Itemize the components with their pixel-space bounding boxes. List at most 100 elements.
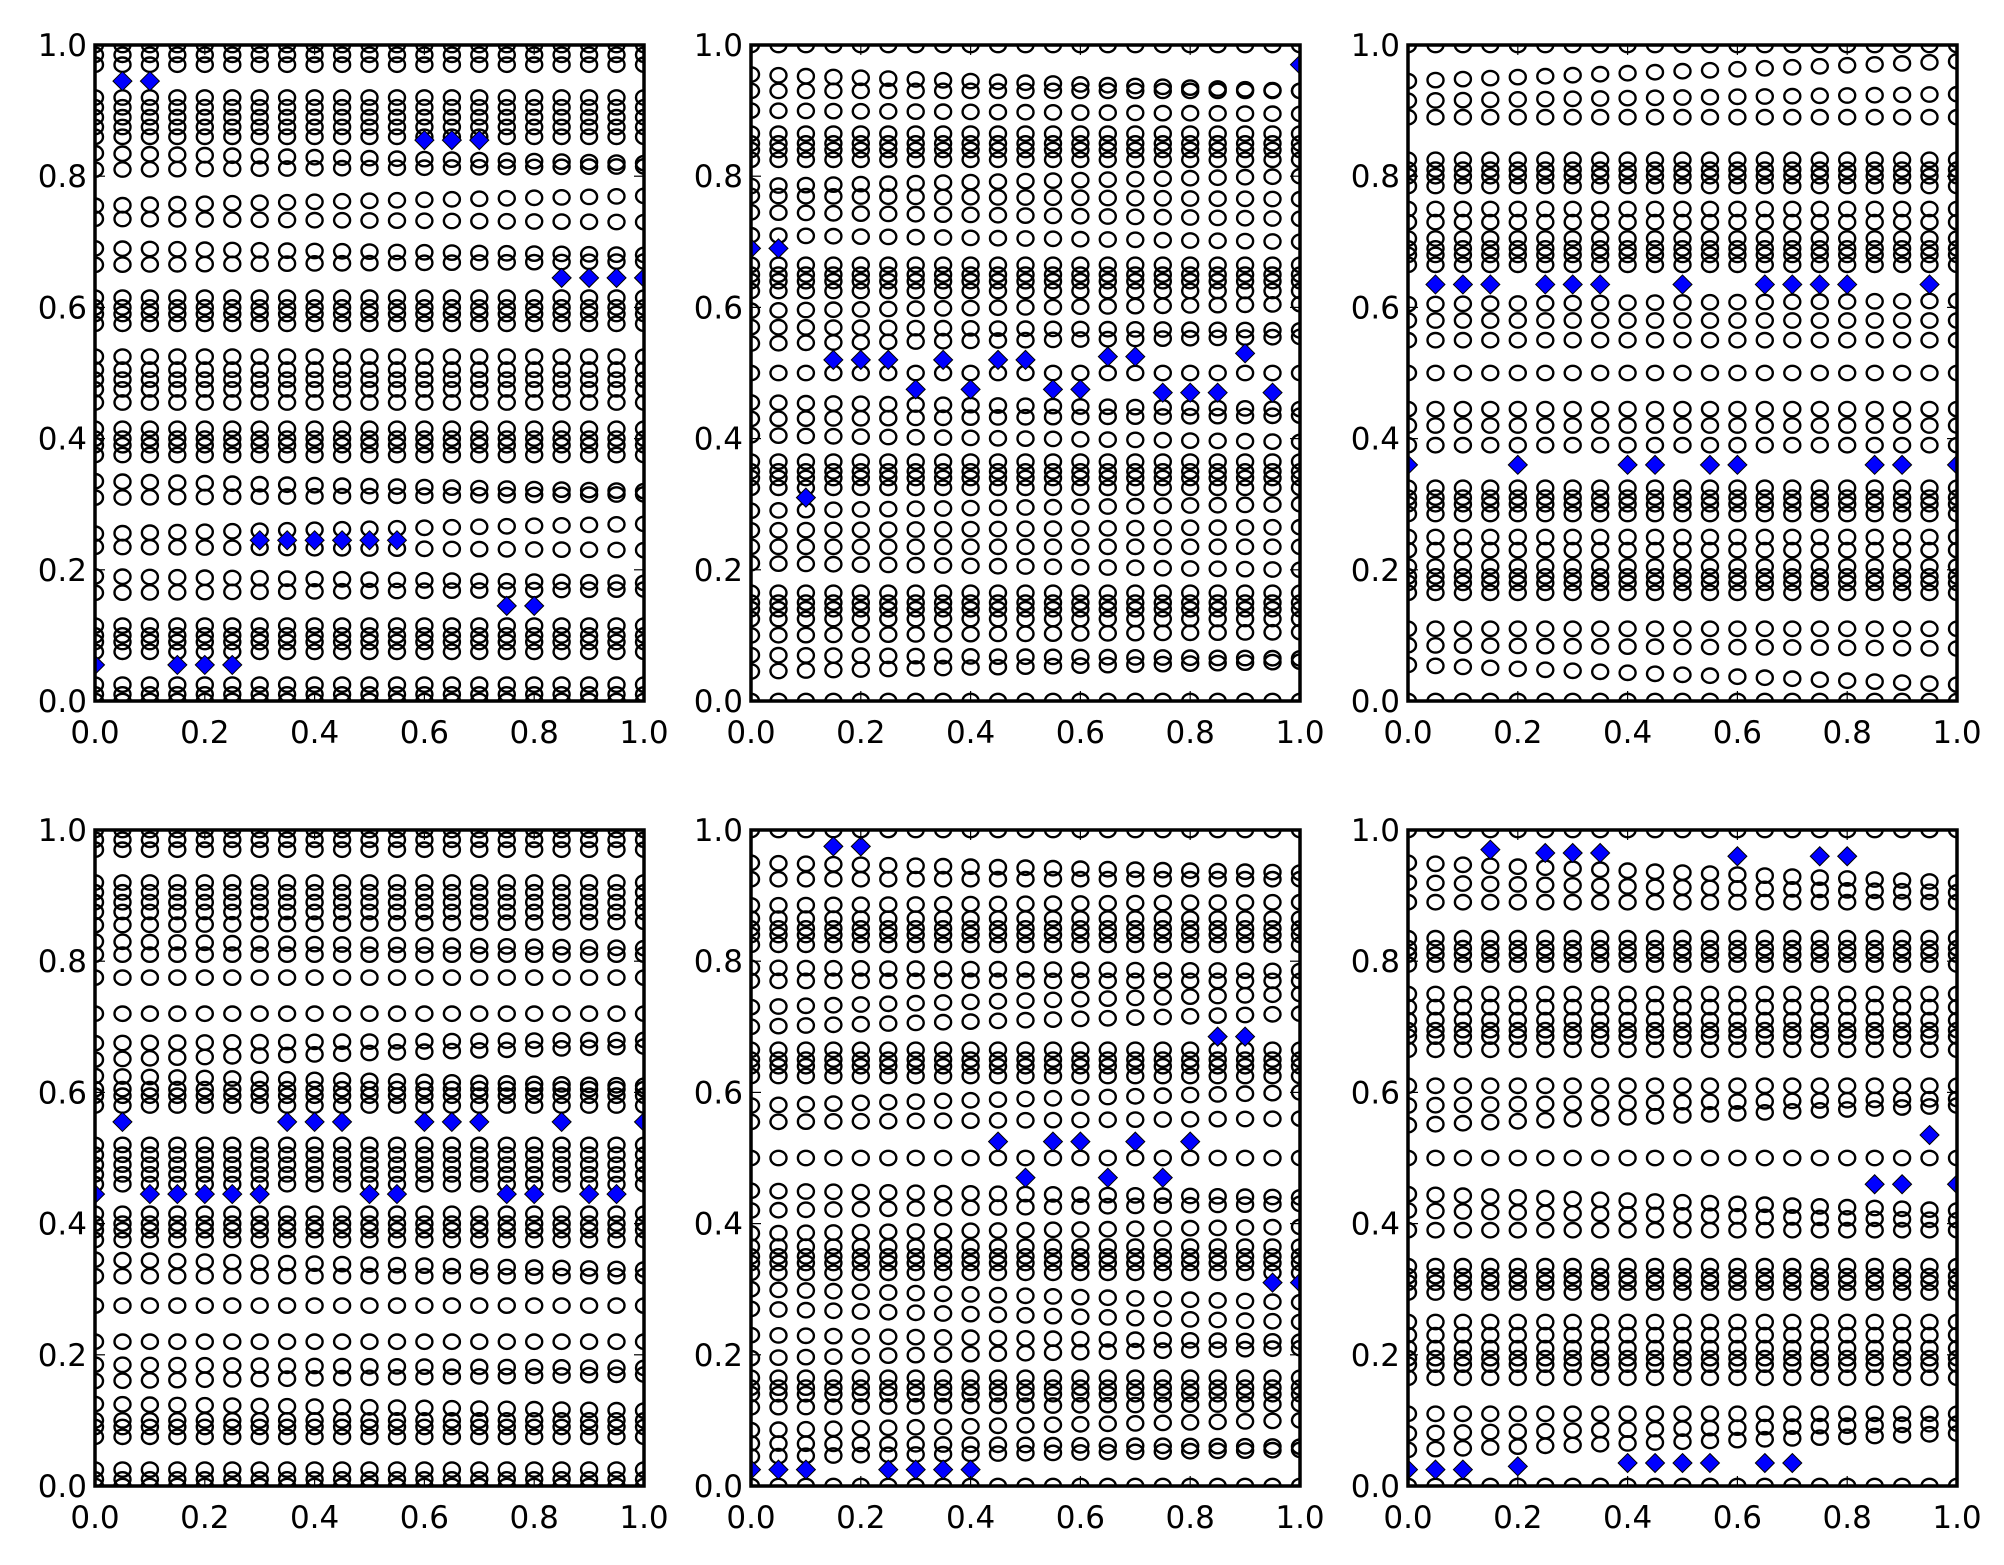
circle-point (796, 256, 816, 274)
circle-point (607, 1333, 626, 1351)
circle-point (1590, 1021, 1610, 1039)
circle-point (1892, 558, 1912, 575)
circle-point (497, 315, 516, 333)
circle-point (277, 255, 297, 272)
circle-point (1536, 584, 1555, 602)
circle-point (1618, 541, 1637, 559)
circle-point (634, 348, 644, 365)
circle-point (851, 996, 870, 1013)
circle-point (1180, 584, 1200, 602)
circle-point (1290, 1005, 1300, 1023)
circle-point (751, 1051, 761, 1068)
circle-point (988, 332, 1008, 349)
circle-point (1892, 1041, 1912, 1059)
circle-point (1590, 108, 1610, 126)
circle-point (1098, 594, 1118, 611)
circle-point (1728, 239, 1747, 257)
circle-point (250, 1333, 269, 1351)
circle-point (751, 426, 761, 444)
circle-point (95, 305, 105, 323)
circle-point (552, 430, 571, 447)
circle-point (442, 1471, 462, 1486)
circle-point (1208, 936, 1227, 954)
circle-point (824, 1248, 843, 1265)
circle-point (497, 158, 516, 176)
circle-point (497, 1412, 516, 1429)
circle-point (195, 841, 215, 859)
circle-point (1865, 1369, 1884, 1387)
circle-point (1563, 1095, 1582, 1113)
circle-point (1263, 1195, 1282, 1213)
circle-point (1728, 213, 1747, 231)
circle-point (1263, 1254, 1282, 1272)
circle-point (113, 1221, 132, 1239)
circle-point (1563, 956, 1582, 973)
diamond-series (95, 70, 644, 676)
circle-point (1016, 859, 1035, 877)
circle-point (1408, 998, 1418, 1016)
circle-point (1892, 86, 1912, 104)
circle-point (525, 617, 544, 634)
circle-point (552, 1461, 571, 1479)
circle-point (1208, 1332, 1227, 1350)
circle-point (988, 972, 1008, 990)
circle-point (634, 1175, 644, 1193)
circle-point (525, 633, 544, 651)
circle-point (1755, 230, 1775, 247)
circle-point (1180, 600, 1200, 618)
circle-point (1098, 1197, 1118, 1215)
circle-point (1208, 1238, 1227, 1256)
circle-point (579, 581, 599, 599)
circle-point (332, 627, 352, 644)
circle-point (497, 938, 516, 955)
circle-point (1673, 956, 1692, 973)
circle-point (1290, 962, 1300, 980)
circle-point (1673, 1193, 1692, 1211)
circle-point (1590, 1109, 1610, 1127)
circle-point (442, 46, 462, 64)
circle-point (113, 617, 132, 634)
diamond-point (1234, 343, 1256, 364)
circle-point (332, 1471, 352, 1486)
circle-point (1098, 208, 1118, 225)
circle-point (1208, 296, 1227, 314)
circle-point (95, 1175, 105, 1193)
circle-point (1481, 400, 1500, 418)
circle-point (140, 1080, 160, 1098)
circle-point (113, 128, 132, 146)
circle-point (305, 1267, 324, 1285)
circle-point (1290, 453, 1300, 470)
circle-point (1153, 870, 1173, 888)
circle-point (360, 1267, 379, 1285)
circle-point (1536, 1437, 1555, 1455)
circle-point (1618, 479, 1637, 497)
circle-point (1263, 134, 1282, 152)
diamond-point (1919, 274, 1940, 295)
circle-point (387, 883, 407, 901)
circle-point (933, 1385, 953, 1403)
circle-point (1408, 939, 1418, 957)
circle-point (1810, 364, 1830, 382)
circle-point (250, 305, 269, 323)
circle-point (1235, 168, 1255, 186)
circle-point (497, 380, 516, 398)
diamond-point (194, 654, 216, 676)
circle-point (634, 893, 644, 911)
circle-point (1098, 141, 1118, 159)
circle-point (824, 1398, 843, 1416)
circle-point (1645, 1434, 1665, 1451)
circle-point (1408, 929, 1418, 947)
circle-point (223, 539, 242, 557)
diamond-point (1644, 454, 1666, 476)
circle-point (1783, 1477, 1802, 1486)
circle-point (250, 430, 269, 447)
circle-point (277, 676, 297, 693)
circle-point (1728, 584, 1747, 602)
circle-point (1208, 560, 1227, 578)
circle-point (305, 1046, 324, 1063)
diamond-point (633, 1111, 644, 1133)
circle-point (851, 584, 870, 602)
circle-point (497, 446, 516, 464)
diamond-point (1262, 382, 1283, 403)
circle-point (277, 686, 297, 701)
